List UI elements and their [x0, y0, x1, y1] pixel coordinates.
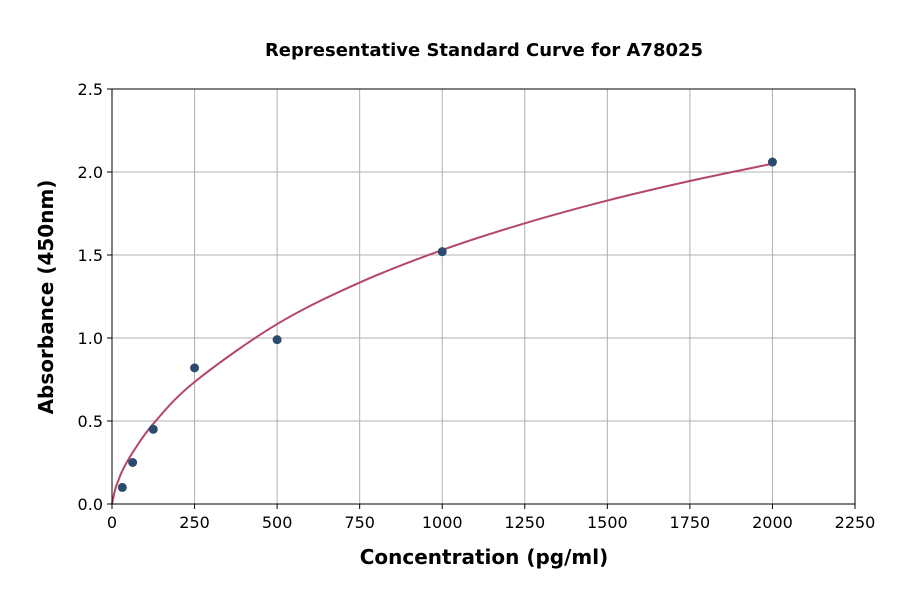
y-tick-label: 1.0 [78, 329, 103, 348]
x-tick-label: 2250 [835, 513, 876, 532]
x-tick-label: 250 [179, 513, 210, 532]
y-tick-label: 0.5 [78, 412, 103, 431]
plot-frame [111, 88, 856, 505]
data-point [128, 458, 138, 467]
y-axis-ticks: 0.0 0.5 1.0 1.5 2.0 2.5 [78, 80, 112, 514]
grid [111, 88, 856, 505]
fit-curve [111, 162, 773, 505]
y-tick-label: 1.5 [78, 246, 103, 265]
x-tick-label: 500 [262, 513, 293, 532]
x-tick-label: 0 [107, 513, 117, 532]
data-point [767, 157, 777, 167]
data-point [148, 424, 158, 434]
x-axis-ticks: 0 250 500 750 1000 1250 1500 1750 2000 2250 [107, 504, 875, 532]
chart-title: Representative Standard Curve for A78025 [265, 40, 703, 61]
x-tick-label: 2000 [752, 513, 793, 532]
data-point [190, 363, 200, 373]
fit-curve-layer [111, 162, 773, 505]
y-tick-label: 2.5 [78, 80, 103, 99]
data-point [272, 335, 282, 345]
x-tick-label: 1500 [587, 513, 628, 532]
y-axis-label: Absorbance (450nm) [34, 180, 58, 415]
x-tick-label: 1750 [670, 513, 711, 532]
x-tick-label: 750 [344, 513, 375, 532]
y-tick-label: 0.0 [78, 495, 103, 514]
x-tick-label: 1250 [504, 513, 545, 532]
x-tick-label: 1000 [422, 513, 463, 532]
data-point [117, 482, 127, 492]
x-axis-label: Concentration (pg/ml) [360, 545, 609, 569]
data-points-layer [117, 157, 777, 492]
data-point [437, 247, 447, 257]
y-tick-label: 2.0 [78, 163, 103, 182]
